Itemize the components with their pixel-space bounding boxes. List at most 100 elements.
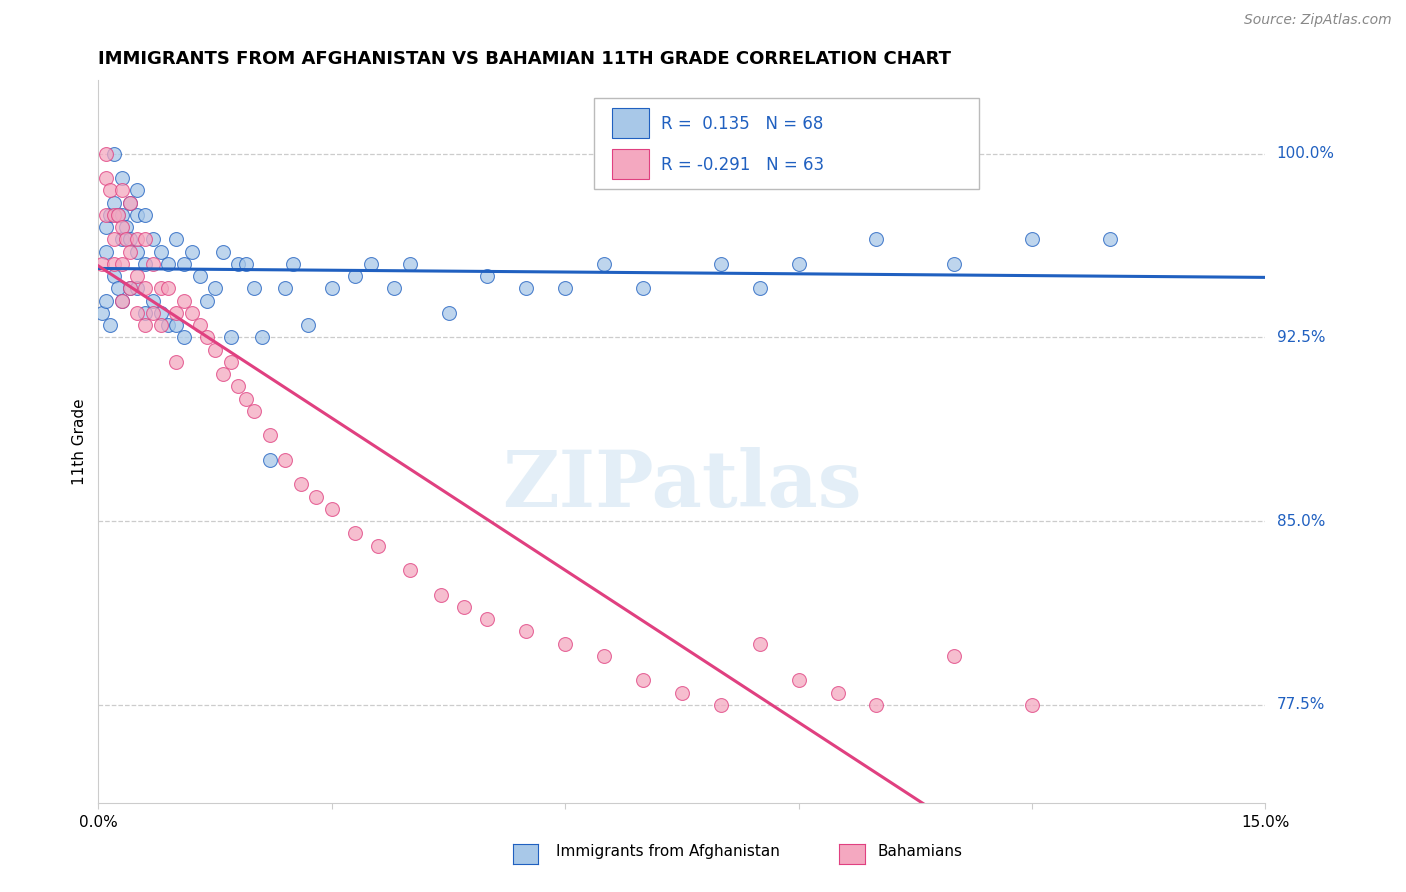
Point bbox=[114, 220, 136, 235]
Point bbox=[127, 208, 149, 222]
Point bbox=[710, 698, 733, 712]
Point bbox=[118, 232, 141, 246]
Point bbox=[188, 318, 211, 333]
Point bbox=[111, 220, 134, 235]
Point bbox=[865, 232, 887, 246]
Point bbox=[827, 685, 849, 699]
Point bbox=[98, 208, 121, 222]
Point bbox=[1098, 232, 1121, 246]
Point bbox=[142, 293, 165, 308]
Point bbox=[127, 306, 149, 320]
Point bbox=[127, 232, 149, 246]
Point bbox=[149, 281, 172, 295]
Point bbox=[943, 257, 966, 271]
Point bbox=[212, 367, 235, 381]
Point bbox=[96, 293, 118, 308]
Point bbox=[111, 293, 134, 308]
Point bbox=[111, 184, 134, 198]
Point bbox=[111, 208, 134, 222]
Point bbox=[865, 698, 887, 712]
Point bbox=[149, 318, 172, 333]
Point bbox=[290, 477, 312, 491]
Point bbox=[943, 648, 966, 663]
Point bbox=[107, 281, 129, 295]
Point bbox=[360, 257, 382, 271]
Point bbox=[274, 281, 297, 295]
Point bbox=[453, 599, 475, 614]
Point bbox=[96, 146, 118, 161]
Point bbox=[165, 306, 187, 320]
Point bbox=[477, 269, 499, 284]
Point bbox=[142, 257, 165, 271]
Point bbox=[219, 330, 242, 344]
Point bbox=[398, 563, 420, 577]
Point bbox=[593, 648, 616, 663]
Point bbox=[107, 208, 129, 222]
Y-axis label: 11th Grade: 11th Grade bbox=[72, 398, 87, 485]
Point bbox=[554, 281, 576, 295]
Point bbox=[134, 208, 156, 222]
Point bbox=[127, 244, 149, 259]
Point bbox=[165, 355, 187, 369]
Point bbox=[173, 330, 195, 344]
Text: Immigrants from Afghanistan: Immigrants from Afghanistan bbox=[555, 844, 780, 859]
Point bbox=[1021, 698, 1043, 712]
Point bbox=[111, 171, 134, 186]
Text: 92.5%: 92.5% bbox=[1277, 330, 1324, 345]
Point bbox=[118, 281, 141, 295]
Point bbox=[195, 293, 218, 308]
Point bbox=[235, 392, 257, 406]
Point bbox=[96, 208, 118, 222]
Point bbox=[91, 306, 114, 320]
Point bbox=[98, 318, 121, 333]
Point bbox=[180, 306, 202, 320]
Point bbox=[382, 281, 405, 295]
Point bbox=[188, 269, 211, 284]
Point bbox=[149, 306, 172, 320]
Text: 100.0%: 100.0% bbox=[1277, 146, 1334, 161]
Point bbox=[180, 244, 202, 259]
Point bbox=[134, 281, 156, 295]
Point bbox=[710, 257, 733, 271]
Point bbox=[91, 257, 114, 271]
Point bbox=[127, 269, 149, 284]
Point bbox=[631, 281, 654, 295]
Point bbox=[437, 306, 460, 320]
Point bbox=[165, 232, 187, 246]
Point bbox=[103, 208, 125, 222]
Text: R =  0.135   N = 68: R = 0.135 N = 68 bbox=[661, 115, 824, 133]
Point bbox=[103, 269, 125, 284]
Point bbox=[259, 453, 281, 467]
Point bbox=[321, 281, 343, 295]
Point bbox=[107, 208, 129, 222]
Point bbox=[204, 343, 226, 357]
Text: 77.5%: 77.5% bbox=[1277, 698, 1324, 713]
Point bbox=[157, 318, 180, 333]
Point bbox=[149, 244, 172, 259]
Point bbox=[111, 232, 134, 246]
Point bbox=[127, 281, 149, 295]
Point bbox=[748, 637, 770, 651]
Point bbox=[103, 195, 125, 210]
Point bbox=[96, 244, 118, 259]
Text: Source: ZipAtlas.com: Source: ZipAtlas.com bbox=[1244, 13, 1392, 28]
Point bbox=[321, 502, 343, 516]
Text: ZIPatlas: ZIPatlas bbox=[502, 447, 862, 523]
Point bbox=[111, 257, 134, 271]
Point bbox=[134, 257, 156, 271]
Point bbox=[103, 257, 125, 271]
Point bbox=[344, 526, 367, 541]
Point bbox=[515, 624, 537, 639]
Point bbox=[398, 257, 420, 271]
Point bbox=[429, 588, 451, 602]
Point bbox=[134, 318, 156, 333]
Point bbox=[219, 355, 242, 369]
Point bbox=[250, 330, 273, 344]
Point bbox=[243, 404, 266, 418]
Point bbox=[111, 293, 134, 308]
Point bbox=[274, 453, 297, 467]
Point bbox=[98, 184, 121, 198]
Point bbox=[259, 428, 281, 442]
Point bbox=[134, 306, 156, 320]
Point bbox=[515, 281, 537, 295]
